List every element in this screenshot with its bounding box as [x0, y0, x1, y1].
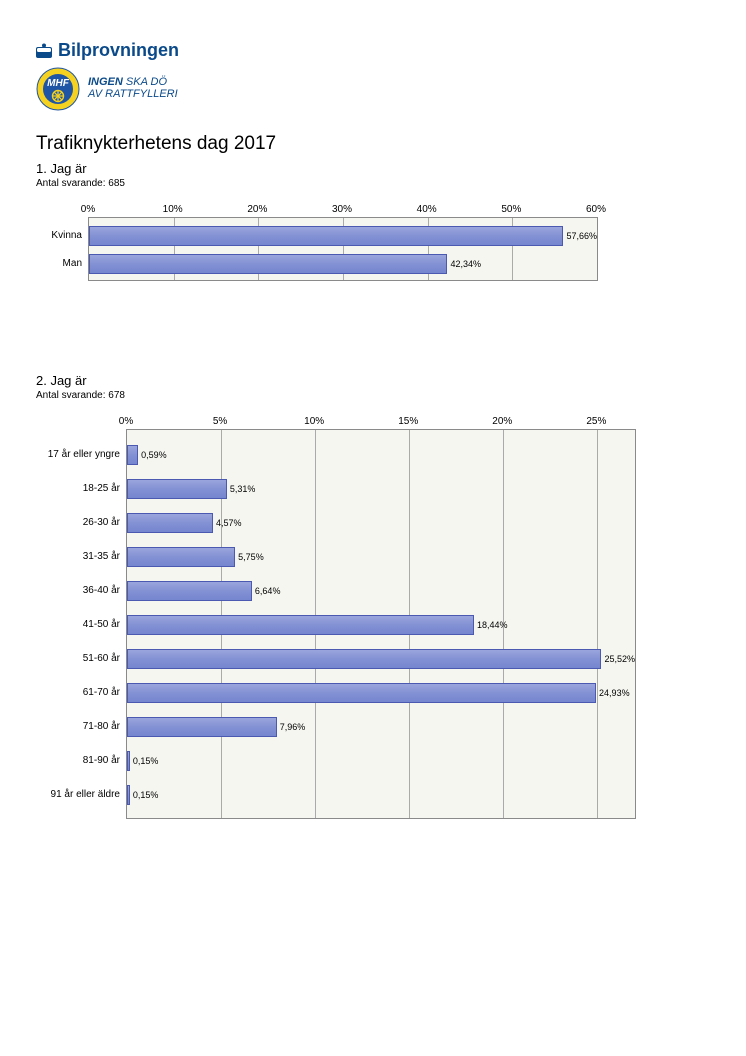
bar-row: 5,75%: [127, 547, 635, 567]
bar-value-label: 0,15%: [133, 791, 159, 800]
mhf-slogan: INGEN SKA DÖ AV RATTFYLLERI: [88, 77, 178, 100]
bar-value-label: 25,52%: [604, 655, 635, 664]
bar: [127, 547, 235, 567]
logos-block: Bilprovningen MHF INGEN SKA DÖ AV RA: [36, 40, 710, 111]
category-label: 17 år eller yngre: [36, 437, 126, 471]
chart2-plot-outer: 0%5%10%15%20%25% 0,59%5,31%4,57%5,75%6,6…: [126, 429, 636, 819]
axis-tick-label: 30%: [332, 204, 352, 215]
axis-tick-label: 0%: [119, 416, 133, 427]
mhf-badge-icon: MHF: [36, 67, 80, 111]
bilprov-text: Bilprovningen: [58, 40, 179, 61]
chart2-respondents: Antal svarande: 678: [36, 390, 710, 401]
bar: [127, 751, 130, 771]
mhf-line1-bold: INGEN: [88, 76, 123, 88]
chart1-title: 1. Jag är: [36, 161, 710, 176]
axis-tick-label: 40%: [417, 204, 437, 215]
axis-tick-label: 20%: [492, 416, 512, 427]
mhf-letters: MHF: [47, 78, 70, 89]
bar: [127, 513, 213, 533]
category-label: 31-35 år: [36, 539, 126, 573]
bilprov-icon: [34, 41, 54, 61]
category-label: 91 år eller äldre: [36, 777, 126, 811]
bar: [89, 254, 447, 274]
category-label: 41-50 år: [36, 607, 126, 641]
bar-value-label: 0,59%: [141, 451, 167, 460]
chart1-plot: 57,66% 42,34%: [88, 217, 598, 281]
chart1-respondents: Antal svarande: 685: [36, 178, 710, 189]
bar: [127, 683, 596, 703]
bar: [89, 226, 563, 246]
bar-value-label: 4,57%: [216, 519, 242, 528]
chart2-plot: 0,59% 5,31% 4,57% 5,75% 6,64% 18,44% 25,52% 24,…: [126, 429, 636, 819]
bar-value-label: 7,96%: [280, 723, 306, 732]
mhf-line1-rest: SKA DÖ: [123, 76, 167, 88]
category-label: 51-60 år: [36, 641, 126, 675]
mhf-logo-row: MHF INGEN SKA DÖ AV RATTFYLLERI: [36, 67, 710, 111]
chart1-plot-outer: 0%10%20%30%40%50%60% 57,66%42,34%: [88, 217, 598, 281]
bar-row: 25,52%: [127, 649, 635, 669]
bar-row: 0,15%: [127, 785, 635, 805]
bar-value-label: 5,31%: [230, 485, 256, 494]
bar-row: 57,66%: [89, 226, 597, 246]
chart2-title: 2. Jag är: [36, 373, 710, 388]
chart1: KvinnaMan 0%10%20%30%40%50%60% 57,66%42,…: [36, 217, 710, 281]
chart1-axis: 0%10%20%30%40%50%60%: [88, 201, 598, 217]
category-label: 18-25 år: [36, 471, 126, 505]
axis-tick-label: 10%: [163, 204, 183, 215]
axis-tick-label: 50%: [501, 204, 521, 215]
bar: [127, 479, 227, 499]
bilprovningen-logo: Bilprovningen: [34, 40, 179, 61]
bar-row: 6,64%: [127, 581, 635, 601]
bar-value-label: 5,75%: [238, 553, 264, 562]
bar-row: 5,31%: [127, 479, 635, 499]
axis-tick-label: 60%: [586, 204, 606, 215]
bar-value-label: 42,34%: [450, 260, 481, 269]
bar-value-label: 0,15%: [133, 757, 159, 766]
category-label: 81-90 år: [36, 743, 126, 777]
bar: [127, 717, 277, 737]
bar-value-label: 6,64%: [255, 587, 281, 596]
category-label: Kvinna: [36, 221, 88, 249]
chart1-category-col: KvinnaMan: [36, 217, 88, 281]
category-label: 61-70 år: [36, 675, 126, 709]
category-label: Man: [36, 249, 88, 277]
bar-row: 24,93%: [127, 683, 635, 703]
bar-value-label: 57,66%: [566, 232, 597, 241]
page-title: Trafiknykterhetens dag 2017: [36, 133, 710, 155]
bar: [127, 581, 252, 601]
page: Bilprovningen MHF INGEN SKA DÖ AV RA: [0, 0, 746, 1056]
bar: [127, 445, 138, 465]
axis-tick-label: 0%: [81, 204, 95, 215]
category-label: 36-40 år: [36, 573, 126, 607]
bar-row: 42,34%: [89, 254, 597, 274]
section-gap: [36, 281, 710, 369]
axis-tick-label: 20%: [247, 204, 267, 215]
bar-value-label: 18,44%: [477, 621, 508, 630]
bar: [127, 649, 601, 669]
axis-tick-label: 5%: [213, 416, 227, 427]
category-label: 26-30 år: [36, 505, 126, 539]
bar: [127, 785, 130, 805]
bar-row: 4,57%: [127, 513, 635, 533]
chart2: 17 år eller yngre18-25 år26-30 år31-35 å…: [36, 429, 710, 819]
chart2-axis: 0%5%10%15%20%25%: [126, 413, 636, 429]
bar-row: 7,96%: [127, 717, 635, 737]
bar-row: 0,15%: [127, 751, 635, 771]
axis-tick-label: 10%: [304, 416, 324, 427]
bar-row: 0,59%: [127, 445, 635, 465]
category-label: 71-80 år: [36, 709, 126, 743]
bar: [127, 615, 474, 635]
mhf-line2: AV RATTFYLLERI: [88, 89, 178, 101]
bar-value-label: 24,93%: [599, 689, 630, 698]
chart2-category-col: 17 år eller yngre18-25 år26-30 år31-35 å…: [36, 429, 126, 819]
axis-tick-label: 25%: [586, 416, 606, 427]
axis-tick-label: 15%: [398, 416, 418, 427]
bar-row: 18,44%: [127, 615, 635, 635]
